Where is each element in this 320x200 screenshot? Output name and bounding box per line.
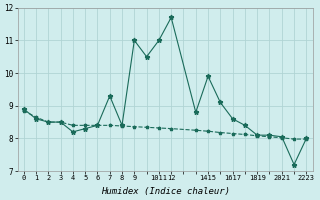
X-axis label: Humidex (Indice chaleur): Humidex (Indice chaleur) <box>100 187 229 196</box>
